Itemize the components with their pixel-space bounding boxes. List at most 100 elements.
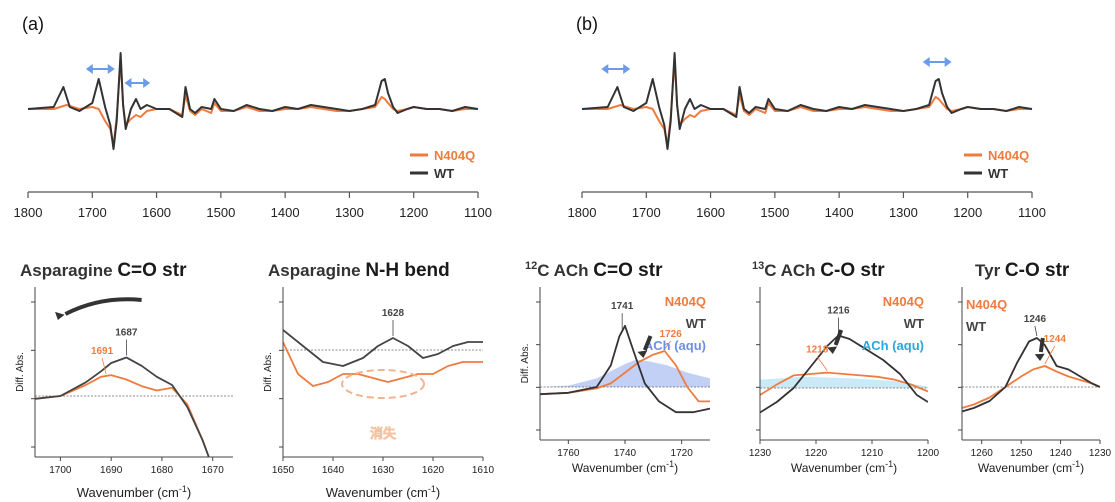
decrease-arrow-head — [1034, 353, 1045, 361]
x-tick-label: 1600 — [696, 205, 725, 220]
x-axis-label-text: Wavenumber (cm — [791, 461, 885, 475]
peak-label: 1691 — [91, 346, 114, 357]
series-n404q-line — [28, 58, 478, 146]
legend-label: WT — [904, 316, 924, 331]
x-tick-label: 1400 — [271, 205, 300, 220]
vanish-ellipse — [341, 369, 425, 399]
plot-area — [540, 324, 710, 414]
legend-label: ACh (aqu) — [862, 338, 924, 353]
peak-leader-line — [1044, 345, 1056, 365]
panel-c2: Asparagine N-H bend 1650 1640 1630 1620 1610 W… — [263, 260, 495, 500]
peak-leader-line — [101, 357, 107, 375]
series-ach-aqu-area — [760, 376, 928, 388]
panel-title: Asparagine N-H bend — [268, 260, 450, 281]
shift-arrow-2-head-left — [922, 57, 930, 67]
peak-label: 1628 — [382, 308, 405, 319]
series-n404q-line — [962, 365, 1100, 409]
shift-arrow-1-head-right — [623, 64, 631, 74]
x-axis-label-sup: -1 — [885, 459, 893, 469]
shift-arrow-head — [55, 311, 65, 320]
x-tick-label: 1210 — [861, 448, 884, 459]
peak-leader-line — [816, 356, 828, 371]
peak-leader-line — [1034, 325, 1038, 337]
x-axis-label: Wavenumber (cm-1) — [791, 459, 897, 475]
title-highlight: C-O str — [820, 260, 885, 281]
series-wt-line — [760, 334, 928, 414]
shift-arrow-1-head-left — [601, 64, 609, 74]
peak-label: 1687 — [115, 328, 138, 339]
shift-arrow-2-head-right — [944, 57, 952, 67]
x-tick-label: 1740 — [614, 448, 637, 459]
panel-a: (a) 1800 1700 1600 1500 1400 1300 1200 1100 N404Q… — [14, 14, 492, 220]
legend-label: WT — [434, 166, 454, 181]
title-highlight: C=O str — [117, 260, 187, 281]
title-prefix: Tyr — [975, 261, 1005, 280]
x-tick-label: 1800 — [568, 205, 597, 220]
title-prefix: ACh — [781, 261, 821, 280]
x-tick-label: 1200 — [917, 448, 940, 459]
x-tick-label: 1230 — [749, 448, 772, 459]
panel-c1: Asparagine C=O str 1700 1690 1680 1670 Wavenu… — [15, 260, 233, 500]
panel-c4: 13C ACh C-O str 1230 1220 1210 1200 Wavenumbe… — [749, 260, 940, 475]
decrease-arrow-shaft — [833, 329, 844, 346]
x-axis-label-sup: -1 — [666, 459, 674, 469]
x-tick-label: 1680 — [151, 465, 174, 476]
title-highlight: C-O str — [1005, 260, 1070, 281]
x-tick-label: 1100 — [464, 205, 492, 220]
title-prefix: Asparagine — [268, 261, 365, 280]
x-tick-label: 1100 — [1018, 205, 1046, 220]
plot-area — [760, 334, 928, 414]
x-axis-label-sup: -1 — [1072, 459, 1080, 469]
x-tick-label: 1400 — [825, 205, 854, 220]
x-tick-label: 1230 — [1089, 448, 1112, 459]
x-axis-label-end: ) — [1080, 461, 1084, 475]
x-tick-label: 1200 — [399, 205, 428, 220]
x-axis-label-sup: -1 — [179, 484, 187, 494]
x-tick-label: 1240 — [1049, 448, 1072, 459]
x-tick-label: 1500 — [760, 205, 789, 220]
legend-label: N404Q — [988, 148, 1029, 163]
x-tick-label: 1500 — [206, 205, 235, 220]
title-isotope: 13 — [752, 260, 764, 272]
x-axis-label-sup: -1 — [428, 484, 436, 494]
shift-arrow-2-head-right — [143, 78, 151, 88]
x-tick-label: 1630 — [372, 465, 395, 476]
x-axis-label-text: Wavenumber (cm — [326, 485, 428, 500]
title-highlight: N-H bend — [365, 260, 449, 281]
panel-title: Asparagine C=O str — [20, 260, 187, 281]
peak-label: 1741 — [611, 301, 634, 312]
peak-label: 1218 — [806, 345, 829, 356]
peak-label: 1244 — [1044, 334, 1067, 345]
series-wt-line — [581, 52, 1033, 150]
plot-area — [962, 337, 1100, 413]
panel-title: Tyr C-O str — [975, 260, 1070, 281]
legend-label: N404Q — [966, 297, 1007, 312]
panel-title: 13C ACh C-O str — [752, 260, 885, 281]
panel-b: (b) 1800 1700 1600 1500 1400 1300 1200 1100 N404Q… — [568, 14, 1046, 220]
x-tick-label: 1760 — [557, 448, 580, 459]
x-tick-label: 1300 — [889, 205, 918, 220]
panel-label: (b) — [576, 14, 598, 34]
x-tick-label: 1700 — [78, 205, 107, 220]
title-prefix: Asparagine — [20, 261, 117, 280]
legend-label: WT — [686, 316, 706, 331]
x-tick-label: 1700 — [49, 465, 72, 476]
x-axis-label: Wavenumber (cm-1) — [572, 459, 678, 475]
y-axis-label: Diff. Abs. — [520, 344, 531, 384]
plot-area — [35, 356, 233, 457]
shift-arrow-2-head-left — [124, 78, 132, 88]
vanish-annotation: 消失 — [370, 426, 397, 441]
title-highlight: C=O str — [593, 260, 663, 281]
title-prefix: ACh — [554, 261, 594, 280]
x-axis-label: Wavenumber (cm-1) — [77, 484, 191, 500]
x-axis-label: Wavenumber (cm-1) — [978, 459, 1084, 475]
x-tick-label: 1610 — [472, 465, 495, 476]
series-n404q-line — [760, 371, 928, 396]
shift-arrow-1-head-right — [107, 64, 115, 74]
x-axis-label-end: ) — [187, 485, 191, 500]
x-tick-label: 1620 — [422, 465, 445, 476]
decrease-arrow-shaft — [642, 335, 653, 351]
x-tick-label: 1600 — [142, 205, 171, 220]
legend-label: WT — [988, 166, 1008, 181]
